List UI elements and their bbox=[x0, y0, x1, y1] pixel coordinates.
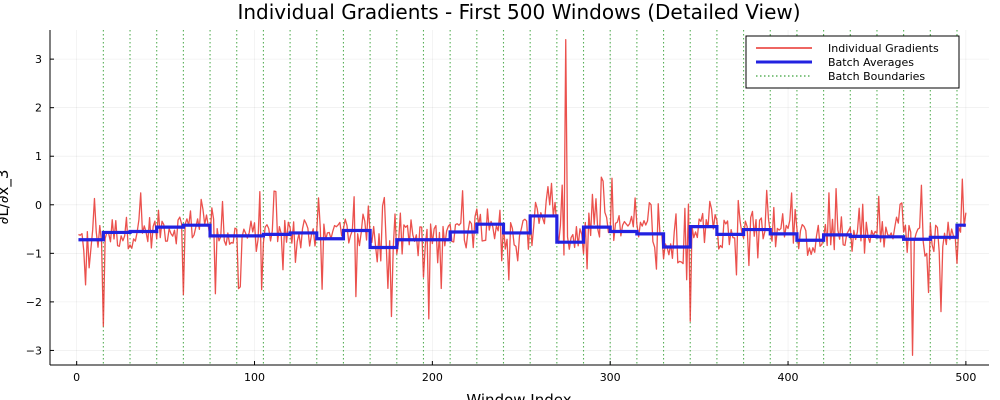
y-axis-title: ∂L/∂x_3 bbox=[0, 170, 13, 225]
x-tick-label: 100 bbox=[244, 371, 265, 384]
y-ticks: −3 −2 −1 0 1 2 3 bbox=[26, 53, 54, 357]
legend-label-boundaries: Batch Boundaries bbox=[828, 70, 925, 83]
x-tick-label: 300 bbox=[600, 371, 621, 384]
y-tick-label: −3 bbox=[26, 344, 42, 357]
y-tick-label: 1 bbox=[35, 150, 42, 163]
legend-label-averages: Batch Averages bbox=[828, 56, 914, 69]
legend-label-gradients: Individual Gradients bbox=[828, 42, 939, 55]
x-axis-title: Window Index bbox=[466, 391, 571, 400]
chart-title: Individual Gradients - First 500 Windows… bbox=[237, 0, 800, 24]
y-tick-label: 3 bbox=[35, 53, 42, 66]
x-ticks: 0 100 200 300 400 500 bbox=[73, 361, 976, 384]
batch-averages-line bbox=[78, 214, 966, 250]
x-tick-label: 200 bbox=[422, 371, 443, 384]
y-tick-label: −2 bbox=[26, 296, 42, 309]
x-tick-label: 400 bbox=[778, 371, 799, 384]
x-tick-label: 500 bbox=[955, 371, 976, 384]
y-tick-label: 2 bbox=[35, 102, 42, 115]
x-tick-label: 0 bbox=[73, 371, 80, 384]
legend: Individual Gradients Batch Averages Batc… bbox=[745, 35, 960, 89]
y-tick-label: 0 bbox=[35, 199, 42, 212]
individual-gradients-line bbox=[78, 39, 967, 356]
y-tick-label: −1 bbox=[26, 247, 42, 260]
